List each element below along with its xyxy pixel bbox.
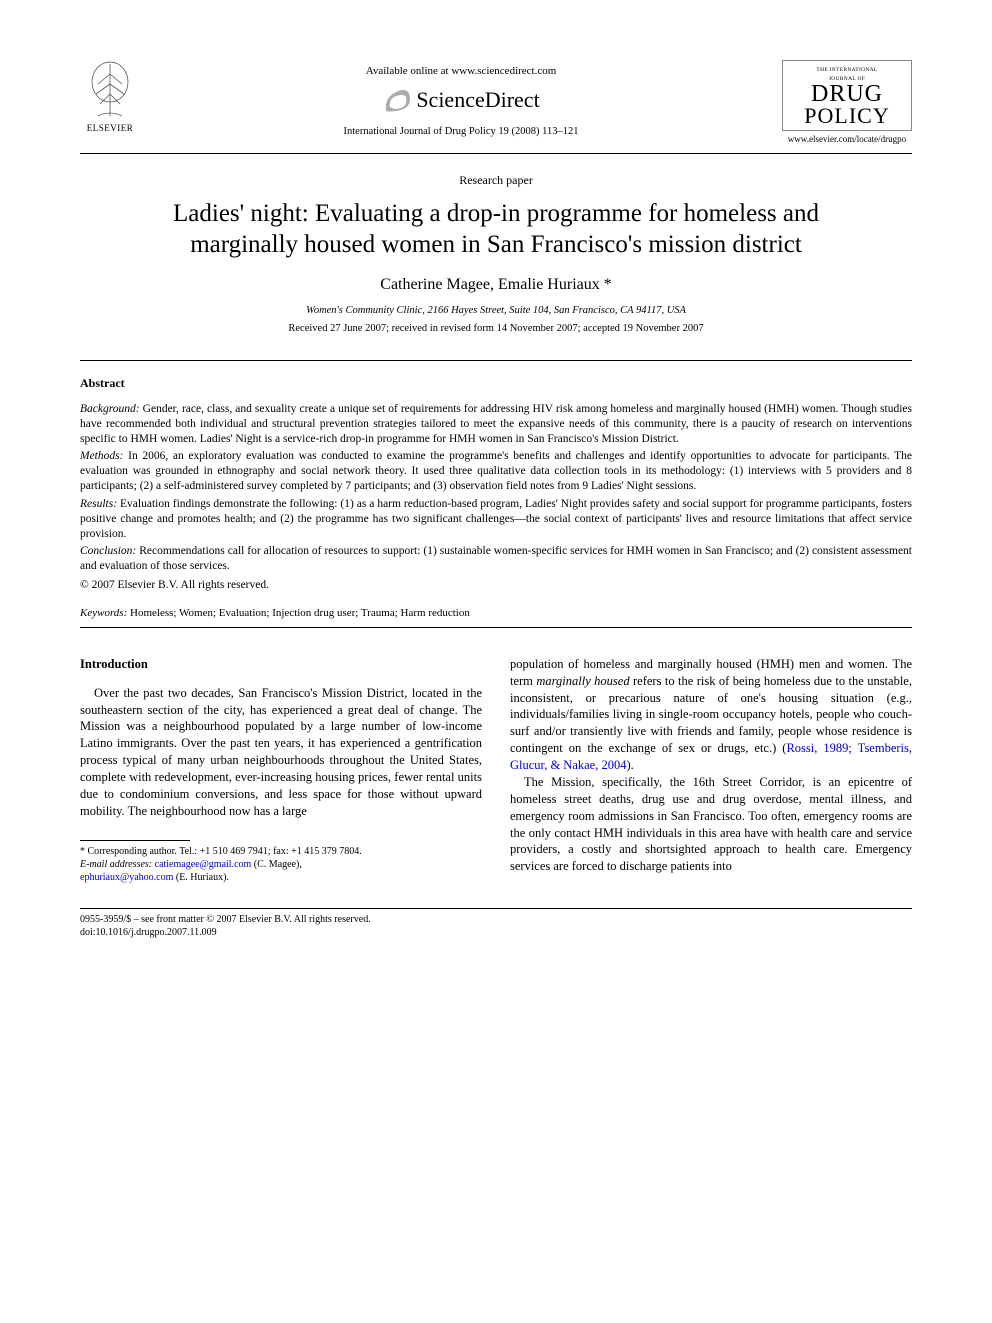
available-online-text: Available online at www.sciencedirect.co… [140,64,782,79]
column-right: population of homeless and marginally ho… [510,656,912,884]
column-left: Introduction Over the past two decades, … [80,656,482,884]
article-type: Research paper [80,172,912,188]
abstract-methods-label: Methods: [80,450,123,462]
elsevier-tree-icon [84,60,136,120]
journal-reference: International Journal of Drug Policy 19 … [140,125,782,139]
abstract-heading: Abstract [80,375,912,391]
abstract-conclusion: Conclusion: Recommendations call for all… [80,544,912,574]
col2-p1-ital: marginally housed [536,674,629,688]
journal-header: ELSEVIER Available online at www.science… [80,60,912,145]
journal-logo-line1: THE INTERNATIONAL [787,67,907,74]
footnote-email-1[interactable]: catiemagee@gmail.com [155,859,252,870]
abstract-background-text: Gender, race, class, and sexuality creat… [80,403,912,445]
footnote-emails: E-mail addresses: catiemagee@gmail.com (… [80,858,482,871]
abstract-results: Results: Evaluation findings demonstrate… [80,497,912,543]
footnote-rule [80,840,190,841]
abstract-conclusion-label: Conclusion: [80,545,136,557]
journal-logo-policy: POLICY [787,106,907,126]
article-title: Ladies' night: Evaluating a drop-in prog… [120,198,872,261]
doi-line: doi:10.1016/j.drugpo.2007.11.009 [80,926,912,940]
footnote-email-2[interactable]: ephuriaux@yahoo.com [80,872,173,883]
sciencedirect-logo: ScienceDirect [382,85,539,115]
abstract-background: Background: Gender, race, class, and sex… [80,402,912,448]
intro-paragraph-2: The Mission, specifically, the 16th Stre… [510,774,912,875]
body-columns: Introduction Over the past two decades, … [80,656,912,884]
footnote-email-label: E-mail addresses: [80,859,152,870]
copyright-line: © 2007 Elsevier B.V. All rights reserved… [80,578,912,594]
elsevier-label: ELSEVIER [87,122,134,134]
corresponding-author-footnote: * Corresponding author. Tel.: +1 510 469… [80,845,482,884]
authors: Catherine Magee, Emalie Huriaux * [80,274,912,296]
keywords-text: Homeless; Women; Evaluation; Injection d… [130,607,470,619]
journal-cover-logo: THE INTERNATIONAL JOURNAL OF DRUG POLICY… [782,60,912,145]
abstract-conclusion-text: Recommendations call for allocation of r… [80,545,912,572]
elsevier-logo: ELSEVIER [80,60,140,134]
footnote-name-1: (C. Magee), [254,859,302,870]
header-center: Available online at www.sciencedirect.co… [140,60,782,139]
affiliation: Women's Community Clinic, 2166 Hayes Str… [80,304,912,318]
intro-paragraph-1-cont: population of homeless and marginally ho… [510,656,912,774]
abstract-results-text: Evaluation findings demonstrate the foll… [80,498,912,540]
keywords-line: Keywords: Homeless; Women; Evaluation; I… [80,606,912,621]
footer-rule [80,908,912,909]
article-dates: Received 27 June 2007; received in revis… [80,322,912,336]
footnote-name-2: (E. Huriaux). [176,872,229,883]
issn-line: 0955-3959/$ – see front matter © 2007 El… [80,913,912,927]
abstract-methods: Methods: In 2006, an exploratory evaluat… [80,449,912,495]
footnote-corresponding: * Corresponding author. Tel.: +1 510 469… [80,845,482,858]
intro-heading: Introduction [80,656,482,673]
intro-paragraph-1: Over the past two decades, San Francisco… [80,685,482,820]
footnote-emails-2: ephuriaux@yahoo.com (E. Huriaux). [80,871,482,884]
abstract-background-label: Background: [80,403,140,415]
abstract-bottom-rule [80,627,912,628]
sciencedirect-label: ScienceDirect [416,85,539,115]
keywords-label: Keywords: [80,607,127,619]
col2-p1c: ). [626,758,633,772]
abstract-methods-text: In 2006, an exploratory evaluation was c… [80,450,912,492]
journal-url: www.elsevier.com/locate/drugpo [782,133,912,145]
header-rule [80,153,912,154]
sciencedirect-swoosh-icon [382,85,412,115]
abstract-results-label: Results: [80,498,117,510]
